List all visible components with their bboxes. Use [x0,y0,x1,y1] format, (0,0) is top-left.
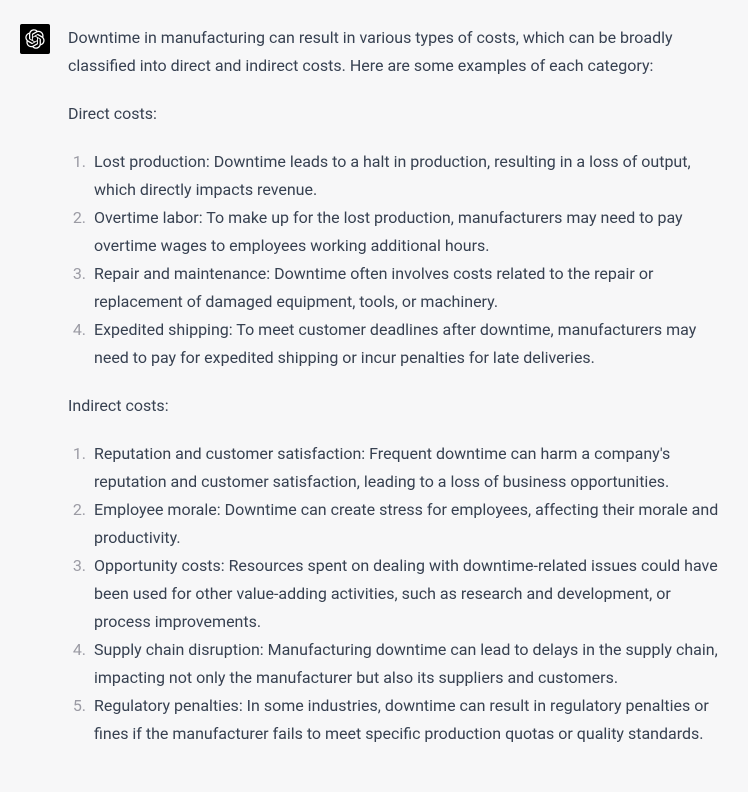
list-item: Supply chain disruption: Manufacturing d… [90,636,720,692]
assistant-avatar [20,24,50,54]
list-item: Repair and maintenance: Downtime often i… [90,260,720,316]
list-item: Expedited shipping: To meet customer dea… [90,316,720,372]
list-item: Overtime labor: To make up for the lost … [90,204,720,260]
list-item: Reputation and customer satisfaction: Fr… [90,440,720,496]
message-content: Downtime in manufacturing can result in … [68,24,728,768]
list-item: Lost production: Downtime leads to a hal… [90,148,720,204]
direct-costs-list: Lost production: Downtime leads to a hal… [68,148,720,372]
assistant-message: Downtime in manufacturing can result in … [0,0,748,792]
intro-paragraph: Downtime in manufacturing can result in … [68,24,720,80]
list-item: Opportunity costs: Resources spent on de… [90,552,720,636]
list-item: Employee morale: Downtime can create str… [90,496,720,552]
list-item: Regulatory penalties: In some industries… [90,692,720,748]
section-title-indirect: Indirect costs: [68,392,720,420]
indirect-costs-list: Reputation and customer satisfaction: Fr… [68,440,720,748]
openai-icon [25,29,45,49]
section-title-direct: Direct costs: [68,100,720,128]
